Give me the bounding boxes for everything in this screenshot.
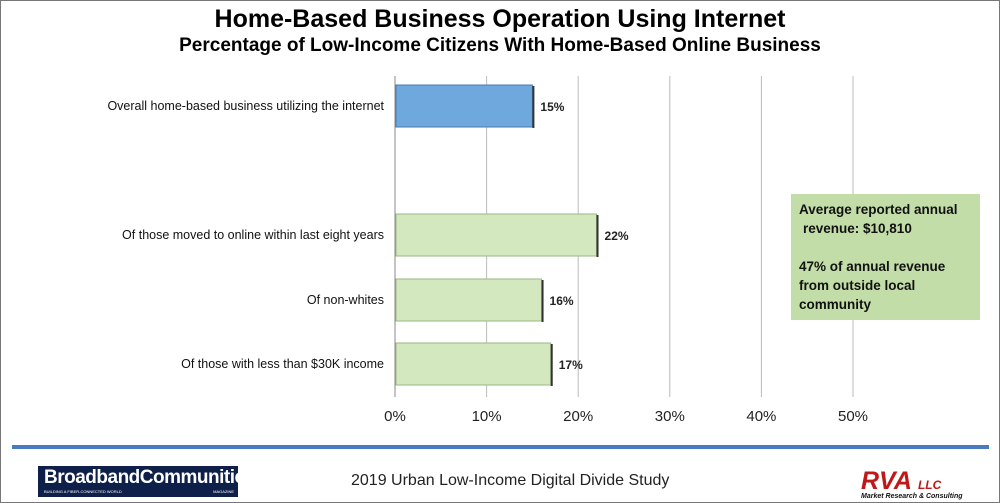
category-label: Overall home-based business utilizing th… [107, 99, 384, 113]
chart-title: Home-Based Business Operation Using Inte… [214, 5, 786, 33]
category-label: Of those with less than $30K income [181, 357, 384, 371]
annotation-box: Average reported annual revenue: $10,810… [791, 194, 980, 320]
bar-chart: 0% 10% 20% 30% 40% 50% 15% Overall home-based b… [107, 76, 868, 425]
rva-tagline: Market Research & Consulting [861, 493, 963, 500]
x-tick-label: 0% [384, 408, 406, 425]
bar [395, 84, 533, 128]
data-label: 22% [605, 229, 629, 243]
chart-subtitle: Percentage of Low-Income Citizens With H… [179, 35, 821, 56]
rva-logo: RVA LLC Market Research & Consulting [861, 467, 963, 500]
rva-llc: LLC [917, 478, 942, 492]
x-tick-label: 40% [746, 408, 776, 425]
x-tick-label: 30% [655, 408, 685, 425]
note-line: 47% of annual revenue [799, 259, 946, 274]
data-label: 16% [550, 294, 574, 308]
rva-text: RVA [861, 467, 912, 495]
footer-study-title: 2019 Urban Low-Income Digital Divide Stu… [351, 472, 670, 489]
broadband-communities-logo: BroadbandCommunities BUILDING A FIBER-CO… [38, 466, 255, 497]
x-tick-label: 20% [563, 408, 593, 425]
bar [395, 278, 543, 322]
category-label: Of non-whites [307, 293, 384, 307]
logo-text: BroadbandCommunities [44, 467, 255, 488]
bar [395, 342, 552, 386]
data-label: 17% [559, 358, 583, 372]
data-label: 15% [540, 100, 564, 114]
note-line: revenue: $10,810 [803, 221, 912, 236]
divider [12, 445, 989, 449]
bar [395, 213, 598, 257]
note-line: from outside local [799, 278, 916, 293]
logo-magazine: MAGAZINE [213, 489, 234, 494]
note-line: community [799, 297, 872, 312]
category-label: Of those moved to online within last eig… [122, 228, 384, 242]
note-line: Average reported annual [799, 202, 958, 217]
x-tick-label: 50% [838, 408, 868, 425]
x-tick-label: 10% [472, 408, 502, 425]
logo-tagline: BUILDING A FIBER-CONNECTED WORLD [44, 489, 122, 494]
